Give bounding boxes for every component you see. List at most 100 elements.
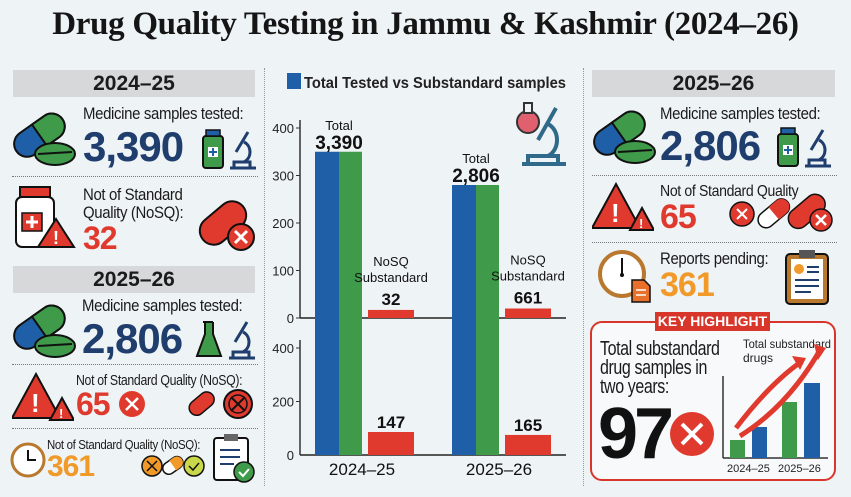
tested-value: 2,806 <box>82 315 183 362</box>
warning-icon: ! ! <box>12 372 74 421</box>
svg-text:!: ! <box>31 388 40 418</box>
nosq-label: Substandard <box>491 269 565 284</box>
tested-value: 3,390 <box>83 123 184 170</box>
y-tick-label: 100 <box>272 264 294 279</box>
mini-bar <box>782 402 797 458</box>
nosq-label: NoSQ <box>510 253 545 268</box>
key-highlight-badge: KEY HIGHLIGHT <box>655 312 770 331</box>
total-bar-blue <box>315 151 339 455</box>
tested-label: Medicine samples tested: <box>83 104 244 123</box>
trend-arrow <box>734 361 800 430</box>
mini-x-label: 2024–25 <box>727 463 770 475</box>
divider <box>592 175 837 176</box>
nosq-label: Not of Standard Quality (NoSQ): <box>83 185 184 222</box>
red-capsule-x-icon <box>198 200 255 251</box>
mini-x-label: 2025–26 <box>778 463 821 475</box>
svg-text:!: ! <box>611 198 620 228</box>
mini-chart-title: drugs <box>743 351 773 365</box>
svg-text:!: ! <box>53 228 59 248</box>
nosq-value: 32 <box>382 290 401 309</box>
bottle-microscope-icon <box>777 127 831 168</box>
clock-icon <box>10 442 46 478</box>
warning-icon: ! ! <box>592 182 654 231</box>
pending-label: Not of Standard Quality (NoSQ): <box>47 437 201 452</box>
substandard-value: 147 <box>377 413 405 432</box>
tested-label: Medicine samples tested: <box>82 296 243 315</box>
divider <box>264 68 265 486</box>
mini-bar-chart: Total substandard drugs 2024–25 2025–26 <box>722 337 831 475</box>
nosq-bar <box>505 308 551 318</box>
y-tick-label: 200 <box>272 395 294 410</box>
y-tick-label: 200 <box>272 216 294 231</box>
highlight-text-line: drug samples in <box>600 357 707 379</box>
total-bar-blue <box>452 185 476 455</box>
legend-label: Total Tested vs Substandard samples <box>304 75 566 92</box>
nosq-label-line2: Quality (NoSQ): <box>83 203 184 222</box>
legend-swatch <box>287 73 301 89</box>
flask-microscope-icon <box>195 321 255 360</box>
substandard-bar <box>368 431 414 455</box>
pending-value: 361 <box>47 450 95 483</box>
clock-report-icon <box>598 250 651 303</box>
y-tick-label: 300 <box>272 169 294 184</box>
nosq-value: 32 <box>83 220 118 256</box>
y-tick-label: 400 <box>272 121 294 136</box>
total-label: Total <box>325 118 353 133</box>
capsules-x-icon <box>729 193 833 232</box>
nosq-label: Substandard <box>354 270 428 285</box>
nosq-value: 65 <box>76 386 111 422</box>
pill-cross-icon <box>188 389 253 419</box>
nosq-label-line1: Not of Standard <box>83 185 183 204</box>
bar-chart: Total Tested vs Substandard samples 0 100… <box>272 73 566 479</box>
pills-check-icon <box>141 455 205 477</box>
trend-arrow-head <box>792 356 806 370</box>
divider <box>12 364 258 365</box>
highlight-text: Total substandard drug samples in two ye… <box>600 338 720 398</box>
highlight-text-line: two years: <box>600 376 669 398</box>
total-bar-green <box>476 185 499 455</box>
divider <box>592 242 837 243</box>
substandard-bar <box>505 434 551 455</box>
x-circle-icon <box>119 391 145 417</box>
pending-value: 361 <box>660 266 715 304</box>
substandard-value: 165 <box>514 416 542 435</box>
highlight-value: 97 <box>598 394 674 474</box>
tested-label: Medicine samples tested: <box>660 104 821 123</box>
flask-microscope-icon <box>516 102 566 166</box>
y-tick-label: 0 <box>287 448 294 463</box>
x-axis-label: 2025–26 <box>466 460 532 479</box>
page-title: Drug Quality Testing in Jammu & Kashmir … <box>52 6 799 42</box>
total-label: Total <box>462 151 490 166</box>
year-header-2024-25: 2024–25 <box>13 70 255 97</box>
nosq-value: 65 <box>660 198 697 236</box>
year-header-2025-26: 2025–26 <box>592 70 835 97</box>
nosq-label: Not of Standard Quality (NoSQ): <box>76 372 243 389</box>
y-tick-label: 400 <box>272 341 294 356</box>
mini-bar <box>804 383 820 458</box>
total-value: 3,390 <box>315 133 363 154</box>
x-axis-label: 2024–25 <box>329 460 395 479</box>
y-tick-label: 0 <box>287 311 294 326</box>
divider <box>12 176 258 177</box>
nosq-bar <box>368 309 414 318</box>
highlight-text-line: Total substandard <box>600 338 720 360</box>
pending-label: Reports pending: <box>660 249 769 268</box>
divider <box>583 68 584 486</box>
nosq-value: 661 <box>514 289 542 308</box>
bottle-warning-icon: ! <box>15 186 76 248</box>
total-bar-green <box>339 151 362 455</box>
mini-bar <box>752 427 767 458</box>
year-header-2025-26: 2025–26 <box>13 266 255 293</box>
x-circle-icon <box>670 412 714 456</box>
pill-icon <box>13 304 76 358</box>
bottle-microscope-icon <box>202 129 256 170</box>
clipboard-icon <box>785 250 829 305</box>
mini-chart-title: Total substandard <box>743 337 831 351</box>
pill-icon <box>13 112 76 166</box>
svg-text:!: ! <box>59 406 63 421</box>
nosq-label: NoSQ <box>373 254 408 269</box>
tested-value: 2,806 <box>660 122 761 169</box>
clipboard-check-icon <box>213 434 255 483</box>
nosq-label: Not of Standard Quality <box>660 183 799 200</box>
mini-bar <box>730 440 745 458</box>
